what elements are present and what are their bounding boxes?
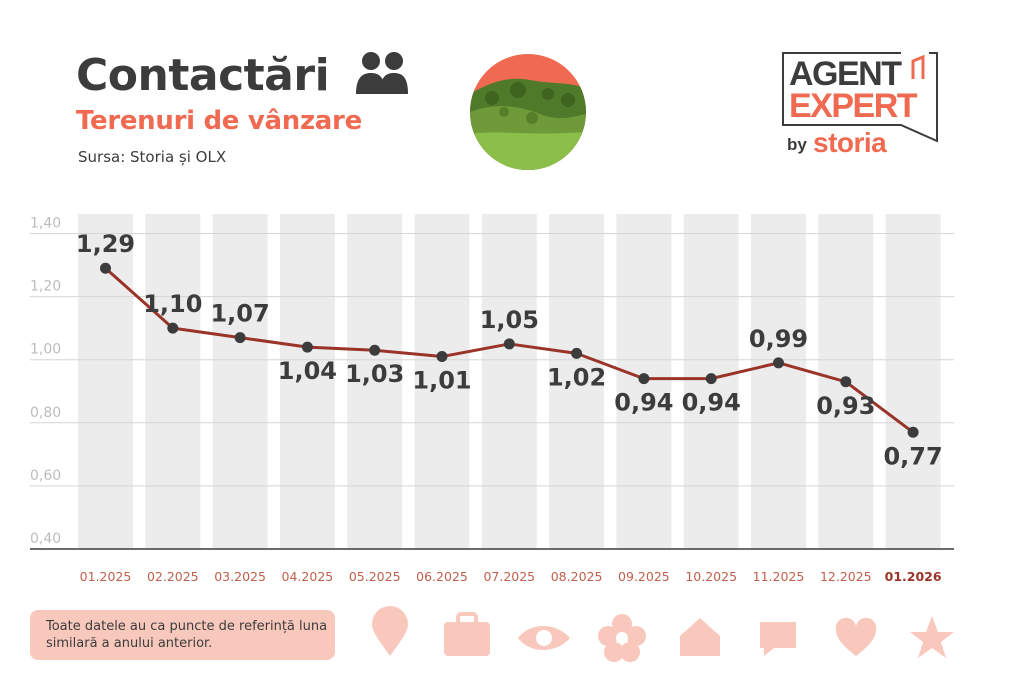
column-bg: [279, 214, 335, 549]
logo-storia: storia: [813, 127, 887, 158]
data-point: [840, 376, 852, 388]
data-label: 1,10: [143, 290, 202, 318]
x-tick-label: 11.2025: [753, 569, 805, 584]
y-tick-label: 0,80: [30, 405, 61, 421]
location-pin-icon: [372, 606, 408, 656]
x-tick-label: 06.2025: [416, 569, 468, 584]
y-tick-label: 1,20: [30, 279, 61, 295]
column-bg: [549, 214, 605, 549]
logo-expert: EXPERT: [789, 87, 918, 125]
column-bg: [145, 214, 201, 549]
data-label: 1,03: [345, 360, 404, 388]
source-note: Sursa: Storia și OLX: [78, 148, 227, 166]
column-bg: [212, 214, 268, 549]
data-label: 1,07: [210, 300, 269, 328]
data-point: [100, 262, 111, 274]
data-label: 0,94: [614, 389, 673, 417]
data-point: [436, 351, 448, 363]
x-tick-label: 07.2025: [483, 569, 535, 584]
data-point: [167, 322, 179, 334]
data-point: [638, 373, 650, 385]
x-tick-label: 08.2025: [551, 569, 603, 584]
data-point: [907, 426, 919, 438]
column-bg: [414, 214, 470, 549]
heart-icon: [835, 617, 877, 656]
data-label: 1,29: [76, 230, 135, 258]
x-tick-label: 01.2025: [80, 569, 132, 584]
people-icon: [356, 52, 408, 94]
data-point: [301, 341, 313, 353]
data-label: 1,01: [412, 367, 471, 395]
star-icon: [910, 616, 954, 658]
data-label: 1,04: [278, 357, 337, 385]
x-tick-label: 10.2025: [685, 569, 737, 584]
page-title: Contactări: [76, 50, 330, 101]
reference-note: Toate datele au ca puncte de referință l…: [30, 610, 335, 660]
logo-by: by: [787, 135, 807, 154]
data-point: [234, 332, 246, 344]
decorative-icon-row: [372, 606, 954, 662]
x-tick-label: 05.2025: [349, 569, 401, 584]
logo-frame: [782, 52, 938, 143]
x-tick-label: 01.2026: [885, 569, 942, 584]
y-tick-label: 0,60: [30, 468, 61, 484]
flower-icon: [598, 614, 646, 662]
eye-icon: [518, 626, 570, 650]
chat-bubble-icon: [760, 622, 796, 656]
data-point: [369, 344, 381, 356]
data-label: 0,93: [816, 392, 875, 420]
column-bg: [751, 214, 806, 549]
reference-note-text: Toate datele au ca puncte de referință l…: [46, 619, 328, 651]
column-bg: [885, 214, 941, 549]
x-tick-label: 12.2025: [820, 569, 872, 584]
y-tick-label: 1,40: [30, 216, 61, 232]
briefcase-icon: [444, 612, 490, 656]
line-chart: 1,40 1,20 1,00 0,80 0,60 0,40 1,29 1,10 1,07 1,04…: [30, 214, 954, 584]
house-icon: [680, 618, 720, 656]
data-label: 0,99: [749, 325, 808, 353]
x-tick-label: 09.2025: [618, 569, 670, 584]
logo-agent: AGENT: [789, 55, 902, 93]
column-bg: [347, 214, 403, 549]
data-label: 1,02: [547, 363, 606, 391]
x-tick-label: 04.2025: [282, 569, 334, 584]
data-label: 0,94: [682, 389, 741, 417]
data-label: 1,05: [480, 306, 539, 334]
agent-expert-logo: AGENT EXPERT by storia: [781, 49, 941, 159]
data-point: [773, 357, 784, 369]
page-subtitle: Terenuri de vânzare: [76, 106, 362, 136]
x-tick-label: 02.2025: [147, 569, 199, 584]
data-point: [705, 373, 717, 385]
y-tick-label: 0,40: [30, 531, 61, 547]
data-label: 0,77: [883, 442, 942, 470]
data-point: [503, 338, 515, 350]
data-point: [571, 347, 583, 359]
column-bg: [481, 214, 537, 549]
land-photo: [470, 54, 586, 170]
y-tick-label: 1,00: [30, 342, 61, 358]
x-tick-label: 03.2025: [214, 569, 266, 584]
